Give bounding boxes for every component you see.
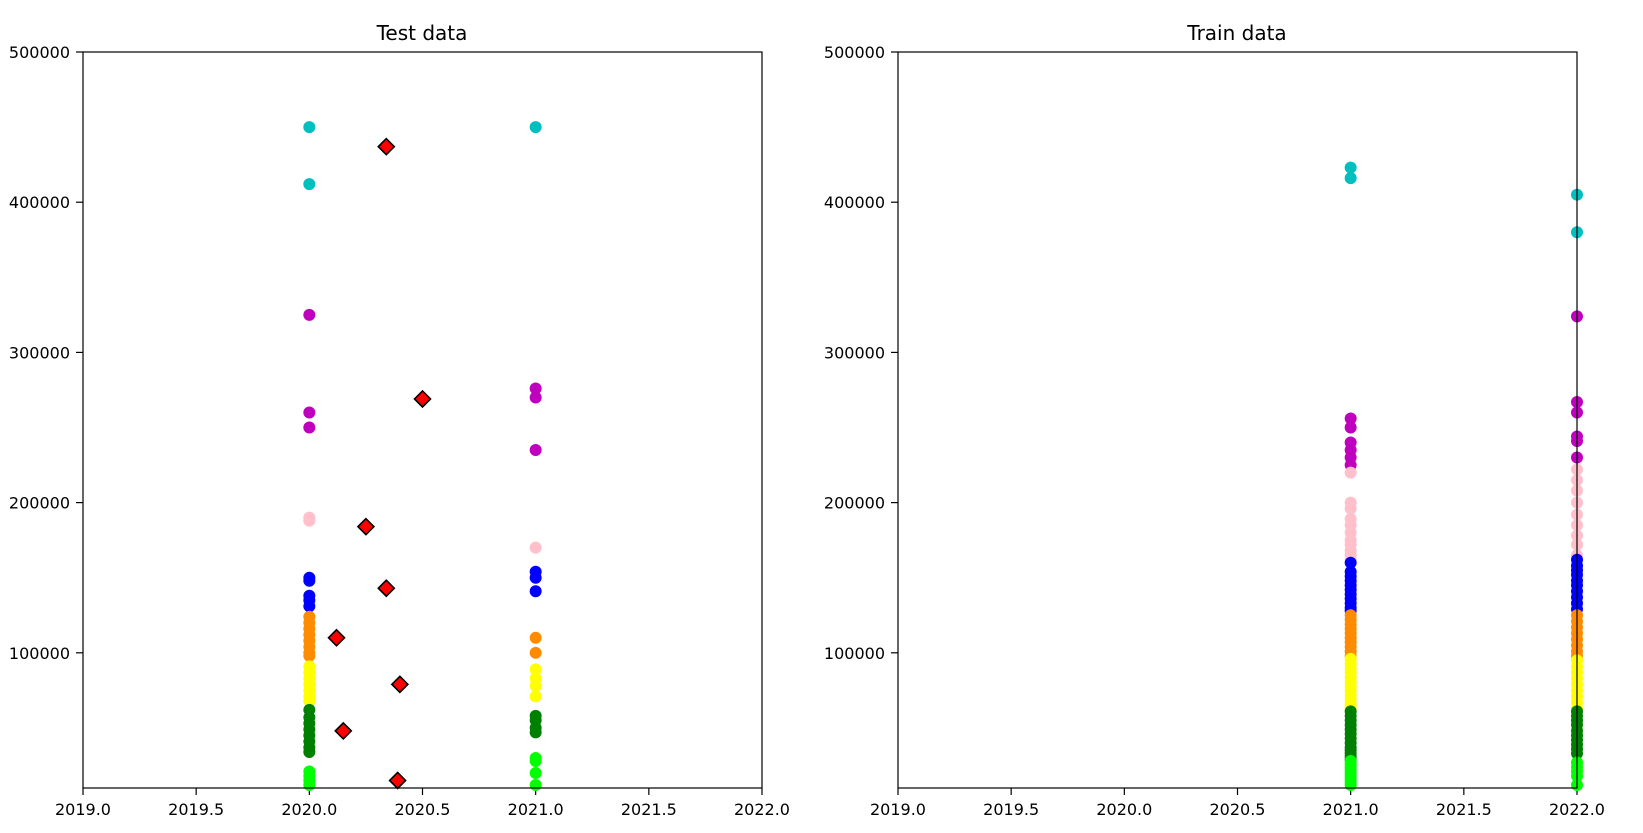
test-data-scatter-point bbox=[303, 406, 316, 419]
test-data-scatter-point bbox=[303, 308, 316, 321]
test-data-diamond-point bbox=[390, 675, 409, 694]
test-data-scatter-point bbox=[529, 646, 542, 659]
test-data-scatter-point bbox=[529, 444, 542, 457]
test-data-scatter-point bbox=[303, 745, 316, 758]
train-data-x-tick-label: 2020.0 bbox=[1096, 800, 1152, 819]
test-data-axes: 2019.0 2019.5 2020.0 2020.5 2021.0 2021.5 2022… bbox=[9, 43, 790, 819]
train-data-points bbox=[1344, 161, 1583, 791]
train-data-scatter-point bbox=[1344, 161, 1357, 174]
test-data-title: Test data bbox=[376, 21, 468, 45]
train-data-title: Train data bbox=[1186, 21, 1286, 45]
test-data-diamond-point bbox=[327, 628, 346, 647]
test-data-points bbox=[303, 121, 542, 791]
test-data-scatter-point bbox=[529, 631, 542, 644]
test-data-x-tick-label: 2020.5 bbox=[395, 800, 451, 819]
test-data-scatter-point bbox=[303, 574, 316, 587]
test-data-scatter-point bbox=[303, 778, 316, 791]
test-data-x-tick-label: 2021.5 bbox=[621, 800, 677, 819]
train-data-scatter-point bbox=[1344, 502, 1357, 515]
test-data-scatter-point bbox=[303, 649, 316, 662]
test-data-scatter-point bbox=[529, 571, 542, 584]
train-data-scatter-point bbox=[1344, 421, 1357, 434]
test-data-x-tick-label: 2021.0 bbox=[508, 800, 564, 819]
test-data-panel: Test data 2019.0 2019.5 2020.0 2020.5 2021.0… bbox=[9, 21, 790, 819]
test-data-y-tick-label: 100000 bbox=[9, 644, 70, 663]
test-data-scatter-point bbox=[303, 178, 316, 191]
test-data-scatter-point bbox=[303, 600, 316, 613]
train-data-scatter-point bbox=[1344, 172, 1357, 185]
test-data-y-tick-label: 400000 bbox=[9, 193, 70, 212]
test-data-diamond-point bbox=[356, 517, 376, 536]
train-data-x-tick-label: 2021.5 bbox=[1436, 800, 1492, 819]
test-data-x-tick-label: 2022.0 bbox=[734, 800, 790, 819]
test-data-scatter-point bbox=[303, 121, 316, 134]
test-data-scatter-point bbox=[529, 726, 542, 739]
test-data-scatter-point bbox=[529, 541, 542, 554]
test-data-diamond-point bbox=[377, 579, 396, 598]
test-data-diamond-point bbox=[334, 721, 353, 741]
test-data-scatter-point bbox=[529, 391, 542, 404]
test-data-scatter-point bbox=[303, 514, 316, 527]
test-data-diamond-point bbox=[377, 137, 396, 156]
test-data-scatter-point bbox=[529, 690, 542, 703]
train-data-x-tick-label: 2022.0 bbox=[1549, 800, 1605, 819]
train-data-y-tick-label: 300000 bbox=[824, 343, 885, 362]
test-data-scatter-point bbox=[529, 766, 542, 779]
test-data-plot-frame bbox=[82, 51, 763, 789]
train-data-y-tick-label: 100000 bbox=[824, 644, 885, 663]
test-data-y-tick-label: 200000 bbox=[9, 494, 70, 513]
test-data-x-tick-label: 2019.0 bbox=[55, 800, 111, 819]
test-data-x-tick-label: 2020.0 bbox=[281, 800, 337, 819]
train-data-y-tick-label: 400000 bbox=[824, 193, 885, 212]
train-data-scatter-point bbox=[1344, 412, 1357, 425]
test-data-scatter-point bbox=[529, 778, 542, 791]
test-data-scatter-point bbox=[529, 754, 542, 767]
train-data-scatter-point bbox=[1344, 556, 1357, 569]
train-data-x-tick-label: 2019.5 bbox=[983, 800, 1039, 819]
train-data-panel: Train data 2019.0 2019.5 2020.0 2020.5 2021.… bbox=[824, 21, 1605, 819]
test-data-scatter-point bbox=[303, 694, 316, 707]
train-data-plot-frame bbox=[897, 51, 1578, 789]
train-data-x-tick-label: 2020.5 bbox=[1210, 800, 1266, 819]
train-data-scatter-point bbox=[1344, 466, 1357, 479]
test-data-scatter-point bbox=[529, 585, 542, 598]
train-data-scatter-point bbox=[1344, 778, 1357, 791]
train-data-axes: 2019.0 2019.5 2020.0 2020.5 2021.0 2021.5 2022… bbox=[824, 43, 1605, 819]
test-data-y-tick-label: 300000 bbox=[9, 343, 70, 362]
test-data-x-tick-label: 2019.5 bbox=[168, 800, 224, 819]
test-data-diamond-point bbox=[388, 771, 407, 790]
test-data-scatter-point bbox=[529, 121, 542, 134]
test-data-diamond-point bbox=[413, 389, 432, 409]
test-data-scatter-point bbox=[303, 421, 316, 434]
train-data-y-tick-label: 200000 bbox=[824, 494, 885, 513]
test-data-scatter-point bbox=[529, 679, 542, 692]
test-data-y-tick-label: 500000 bbox=[9, 43, 70, 62]
test-data-scatter-point bbox=[529, 382, 542, 395]
train-data-y-tick-label: 500000 bbox=[824, 43, 885, 62]
train-data-x-tick-label: 2019.0 bbox=[870, 800, 926, 819]
train-data-x-tick-label: 2021.0 bbox=[1323, 800, 1379, 819]
test-data-scatter-point bbox=[529, 663, 542, 676]
